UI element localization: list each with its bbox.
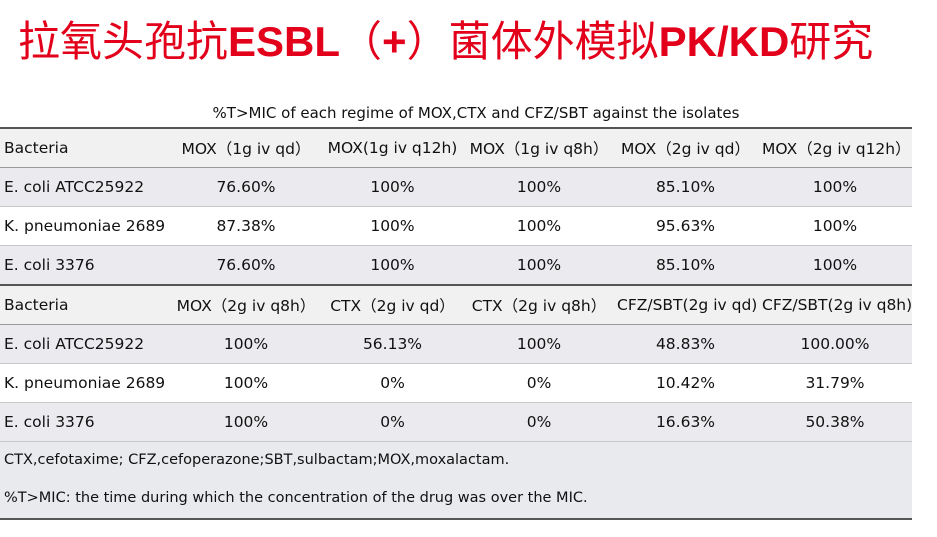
value-cell: 0% (320, 402, 465, 442)
column-header: MOX（2g iv qd） (613, 127, 758, 168)
value-cell: 100.00% (758, 324, 912, 364)
table-caption: %T>MIC of each regime of MOX,CTX and CFZ… (212, 104, 740, 122)
table-header-row: Bacteria MOX（2g iv q8h） CTX（2g iv qd） CTX（2… (0, 284, 912, 325)
column-header: MOX（2g iv q12h） (758, 127, 912, 168)
column-header: CTX（2g iv q8h） (465, 284, 613, 325)
value-cell: 100% (172, 324, 320, 364)
value-cell: 100% (172, 363, 320, 403)
title-part-6: PK/KD (658, 18, 790, 65)
value-cell: 100% (465, 324, 613, 364)
column-header: CTX（2g iv qd） (320, 284, 465, 325)
table-row: E. coli 3376 76.60% 100% 100% 85.10% 100% (0, 245, 912, 286)
value-cell: 10.42% (613, 363, 758, 403)
bacteria-cell: E. coli 3376 (0, 245, 172, 286)
footnote-row: %T>MIC: the time during which the concen… (0, 478, 912, 520)
value-cell: 56.13% (320, 324, 465, 364)
value-cell: 87.38% (172, 206, 320, 246)
value-cell: 100% (758, 167, 912, 207)
value-cell: 100% (320, 245, 465, 286)
column-header: MOX(1g iv q12h) (320, 127, 465, 168)
value-cell: 50.38% (758, 402, 912, 442)
value-cell: 48.83% (613, 324, 758, 364)
table-row: E. coli ATCC25922 76.60% 100% 100% 85.10% 100… (0, 167, 912, 207)
value-cell: 85.10% (613, 245, 758, 286)
footnote-text: CTX,cefotaxime; CFZ,cefoperazone;SBT,sul… (0, 441, 912, 478)
value-cell: 85.10% (613, 167, 758, 207)
column-header: Bacteria (0, 127, 172, 168)
value-cell: 100% (465, 245, 613, 286)
bacteria-cell: E. coli 3376 (0, 402, 172, 442)
value-cell: 100% (320, 206, 465, 246)
title-part-1: 拉氧头孢抗 (18, 17, 229, 66)
column-header: CFZ/SBT(2g iv qd) (613, 284, 758, 325)
title-part-5: ）菌体外模拟 (406, 17, 659, 66)
value-cell: 100% (465, 167, 613, 207)
title-part-3: （ (340, 17, 383, 66)
value-cell: 95.63% (613, 206, 758, 246)
slide-title: 拉氧头孢抗ESBL（+）菌体外模拟PK/KD研究 (18, 10, 928, 74)
value-cell: 0% (465, 402, 613, 442)
results-table-container: %T>MIC of each regime of MOX,CTX and CFZ… (0, 100, 912, 520)
table-row: E. coli 3376 100% 0% 0% 16.63% 50.38% (0, 402, 912, 442)
results-table: Bacteria MOX（1g iv qd） MOX(1g iv q12h) MOX（… (0, 127, 912, 520)
title-part-7: 研究 (789, 17, 874, 66)
column-header: MOX（2g iv q8h） (172, 284, 320, 325)
bacteria-cell: E. coli ATCC25922 (0, 167, 172, 207)
column-header: MOX（1g iv q8h） (465, 127, 613, 168)
value-cell: 31.79% (758, 363, 912, 403)
value-cell: 0% (465, 363, 613, 403)
title-part-2: ESBL (228, 18, 341, 65)
title-part-4: + (382, 18, 407, 65)
table-row: K. pneumoniae 2689 100% 0% 0% 10.42% 31.79% (0, 363, 912, 403)
footnote-text: %T>MIC: the time during which the concen… (0, 478, 912, 520)
footnote-row: CTX,cefotaxime; CFZ,cefoperazone;SBT,sul… (0, 441, 912, 478)
bacteria-cell: E. coli ATCC25922 (0, 324, 172, 364)
value-cell: 100% (320, 167, 465, 207)
value-cell: 76.60% (172, 167, 320, 207)
column-header: MOX（1g iv qd） (172, 127, 320, 168)
value-cell: 100% (758, 206, 912, 246)
value-cell: 16.63% (613, 402, 758, 442)
column-header: Bacteria (0, 284, 172, 325)
value-cell: 0% (320, 363, 465, 403)
value-cell: 100% (172, 402, 320, 442)
value-cell: 100% (758, 245, 912, 286)
value-cell: 100% (465, 206, 613, 246)
bacteria-cell: K. pneumoniae 2689 (0, 363, 172, 403)
column-header: CFZ/SBT(2g iv q8h) (758, 284, 912, 325)
table-header-row: Bacteria MOX（1g iv qd） MOX(1g iv q12h) MOX（… (0, 127, 912, 168)
value-cell: 76.60% (172, 245, 320, 286)
table-row: E. coli ATCC25922 100% 56.13% 100% 48.83% 100… (0, 324, 912, 364)
table-row: K. pneumoniae 2689 87.38% 100% 100% 95.63% 10… (0, 206, 912, 246)
bacteria-cell: K. pneumoniae 2689 (0, 206, 172, 246)
